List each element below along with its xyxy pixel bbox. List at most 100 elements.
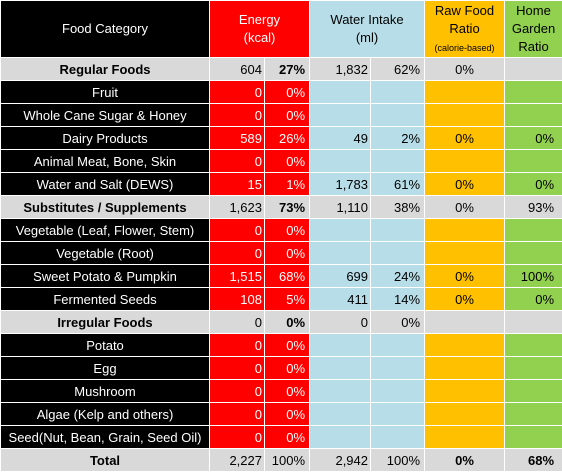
home-garden-ratio: 0% — [505, 288, 562, 311]
total-energy-percent: 100% — [265, 449, 310, 472]
header-energy-line1: Energy — [239, 12, 280, 27]
row-label: Algae (Kelp and others) — [1, 403, 210, 426]
raw-food-ratio — [425, 242, 505, 265]
water-percent — [371, 104, 425, 127]
home-garden-ratio: 0% — [505, 173, 562, 196]
home-garden-ratio — [505, 334, 562, 357]
energy-value: 0 — [210, 380, 265, 403]
energy-value: 0 — [210, 426, 265, 449]
water-percent: 61% — [371, 173, 425, 196]
energy-value: 15 — [210, 173, 265, 196]
energy-percent: 0% — [265, 219, 310, 242]
water-percent — [371, 334, 425, 357]
total-water-percent: 100% — [371, 449, 425, 472]
home-garden-ratio — [505, 242, 562, 265]
water-value: 0 — [310, 311, 371, 334]
water-value — [310, 380, 371, 403]
energy-value: 0 — [210, 81, 265, 104]
total-energy-value: 2,227 — [210, 449, 265, 472]
total-row: Total 2,227 100% 2,942 100% 0% 68% — [1, 449, 562, 472]
water-value — [310, 334, 371, 357]
row-label: Potato — [1, 334, 210, 357]
home-garden-ratio — [505, 403, 562, 426]
header-row: Food Category Energy (kcal) Water Intake… — [1, 1, 562, 58]
raw-food-ratio — [425, 426, 505, 449]
row-label: Animal Meat, Bone, Skin — [1, 150, 210, 173]
row-label: Irregular Foods — [1, 311, 210, 334]
water-percent: 62% — [371, 58, 425, 81]
water-value — [310, 242, 371, 265]
raw-food-ratio — [425, 334, 505, 357]
energy-value: 0 — [210, 403, 265, 426]
row-label: Water and Salt (DEWS) — [1, 173, 210, 196]
energy-value: 1,623 — [210, 196, 265, 219]
energy-value: 0 — [210, 219, 265, 242]
row-label: Sweet Potato & Pumpkin — [1, 265, 210, 288]
water-value: 49 — [310, 127, 371, 150]
water-percent — [371, 150, 425, 173]
energy-percent: 0% — [265, 380, 310, 403]
raw-food-ratio — [425, 104, 505, 127]
raw-food-ratio — [425, 150, 505, 173]
water-value — [310, 104, 371, 127]
energy-percent: 0% — [265, 104, 310, 127]
home-garden-ratio — [505, 104, 562, 127]
total-label: Total — [1, 449, 210, 472]
row-label: Substitutes / Supplements — [1, 196, 210, 219]
header-garden-line1: Home — [516, 3, 551, 18]
home-garden-ratio: 0% — [505, 127, 562, 150]
water-value — [310, 357, 371, 380]
water-value: 1,783 — [310, 173, 371, 196]
home-garden-ratio: 100% — [505, 265, 562, 288]
header-raw-food-ratio: Raw Food Ratio (calorie-based) — [425, 1, 505, 58]
raw-food-ratio: 0% — [425, 196, 505, 219]
raw-food-ratio: 0% — [425, 265, 505, 288]
water-value: 411 — [310, 288, 371, 311]
header-energy-line2: (kcal) — [244, 30, 276, 45]
water-percent — [371, 81, 425, 104]
raw-food-ratio — [425, 311, 505, 334]
row-label: Egg — [1, 357, 210, 380]
home-garden-ratio — [505, 357, 562, 380]
energy-percent: 0% — [265, 150, 310, 173]
raw-food-ratio: 0% — [425, 58, 505, 81]
home-garden-ratio — [505, 426, 562, 449]
energy-percent: 0% — [265, 403, 310, 426]
row-label: Vegetable (Leaf, Flower, Stem) — [1, 219, 210, 242]
row-label: Vegetable (Root) — [1, 242, 210, 265]
energy-percent: 0% — [265, 357, 310, 380]
header-water-line2: (ml) — [356, 30, 378, 45]
water-value — [310, 403, 371, 426]
home-garden-ratio — [505, 219, 562, 242]
header-garden-line2: Garden — [512, 21, 555, 36]
energy-value: 108 — [210, 288, 265, 311]
water-percent — [371, 426, 425, 449]
water-percent — [371, 219, 425, 242]
water-percent: 0% — [371, 311, 425, 334]
header-home-garden-ratio: Home Garden Ratio — [505, 1, 562, 58]
energy-value: 604 — [210, 58, 265, 81]
water-value: 699 — [310, 265, 371, 288]
home-garden-ratio — [505, 150, 562, 173]
energy-percent: 26% — [265, 127, 310, 150]
header-water-line1: Water Intake — [330, 12, 403, 27]
energy-value: 0 — [210, 357, 265, 380]
header-food-category: Food Category — [1, 1, 210, 58]
energy-percent: 0% — [265, 334, 310, 357]
row-label: Dairy Products — [1, 127, 210, 150]
